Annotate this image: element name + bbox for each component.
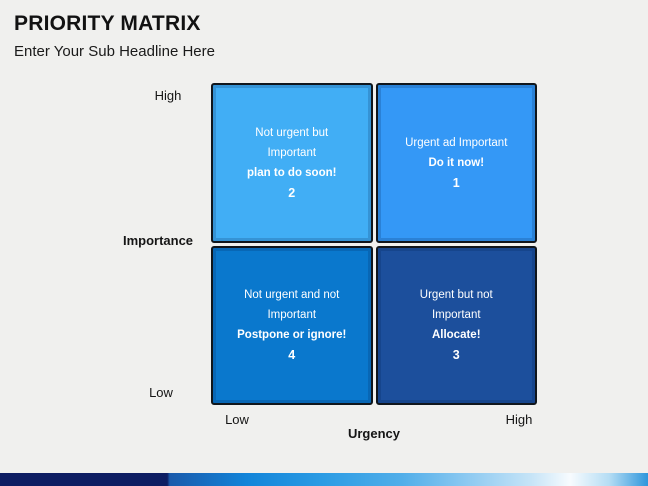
quadrant-number: 1 bbox=[452, 175, 460, 190]
quadrant-number: 2 bbox=[288, 185, 296, 200]
quadrant-description: Urgent but not Important bbox=[419, 289, 493, 322]
quadrant-action: plan to do soon! bbox=[247, 166, 337, 179]
quadrant-description: Not urgent and not Important bbox=[244, 289, 340, 322]
page-subtitle: Enter Your Sub Headline Here bbox=[14, 43, 215, 60]
footer-accent-bar bbox=[0, 473, 648, 486]
quadrant-urgent-but-not-important: Urgent but not Important Allocate! 3 bbox=[375, 245, 537, 405]
urgency-axis-high-label: High bbox=[505, 412, 533, 427]
quadrant-urgent-and-important: Urgent ad Important Do it now! 1 bbox=[375, 83, 537, 243]
quadrant-not-urgent-not-important: Not urgent and not Important Postpone or… bbox=[211, 245, 373, 405]
urgency-axis-low-label: Low bbox=[225, 412, 249, 427]
priority-matrix-grid: Not urgent but Important plan to do soon… bbox=[211, 83, 537, 405]
quadrant-description: Not urgent but Important bbox=[255, 126, 329, 159]
quadrant-number: 4 bbox=[288, 348, 296, 363]
quadrant-action: Do it now! bbox=[428, 156, 485, 169]
quadrant-number: 3 bbox=[452, 348, 460, 363]
page-title: PRIORITY MATRIX bbox=[14, 12, 201, 35]
quadrant-action: Postpone or ignore! bbox=[237, 329, 347, 342]
importance-axis-low-label: Low bbox=[149, 385, 173, 400]
quadrant-not-urgent-but-important: Not urgent but Important plan to do soon… bbox=[211, 83, 373, 243]
quadrant-description: Urgent ad Important bbox=[405, 136, 508, 149]
importance-axis-high-label: High bbox=[154, 88, 182, 103]
urgency-axis-title: Urgency bbox=[347, 426, 401, 441]
quadrant-action: Allocate! bbox=[431, 329, 481, 342]
importance-axis-title: Importance bbox=[122, 233, 194, 248]
